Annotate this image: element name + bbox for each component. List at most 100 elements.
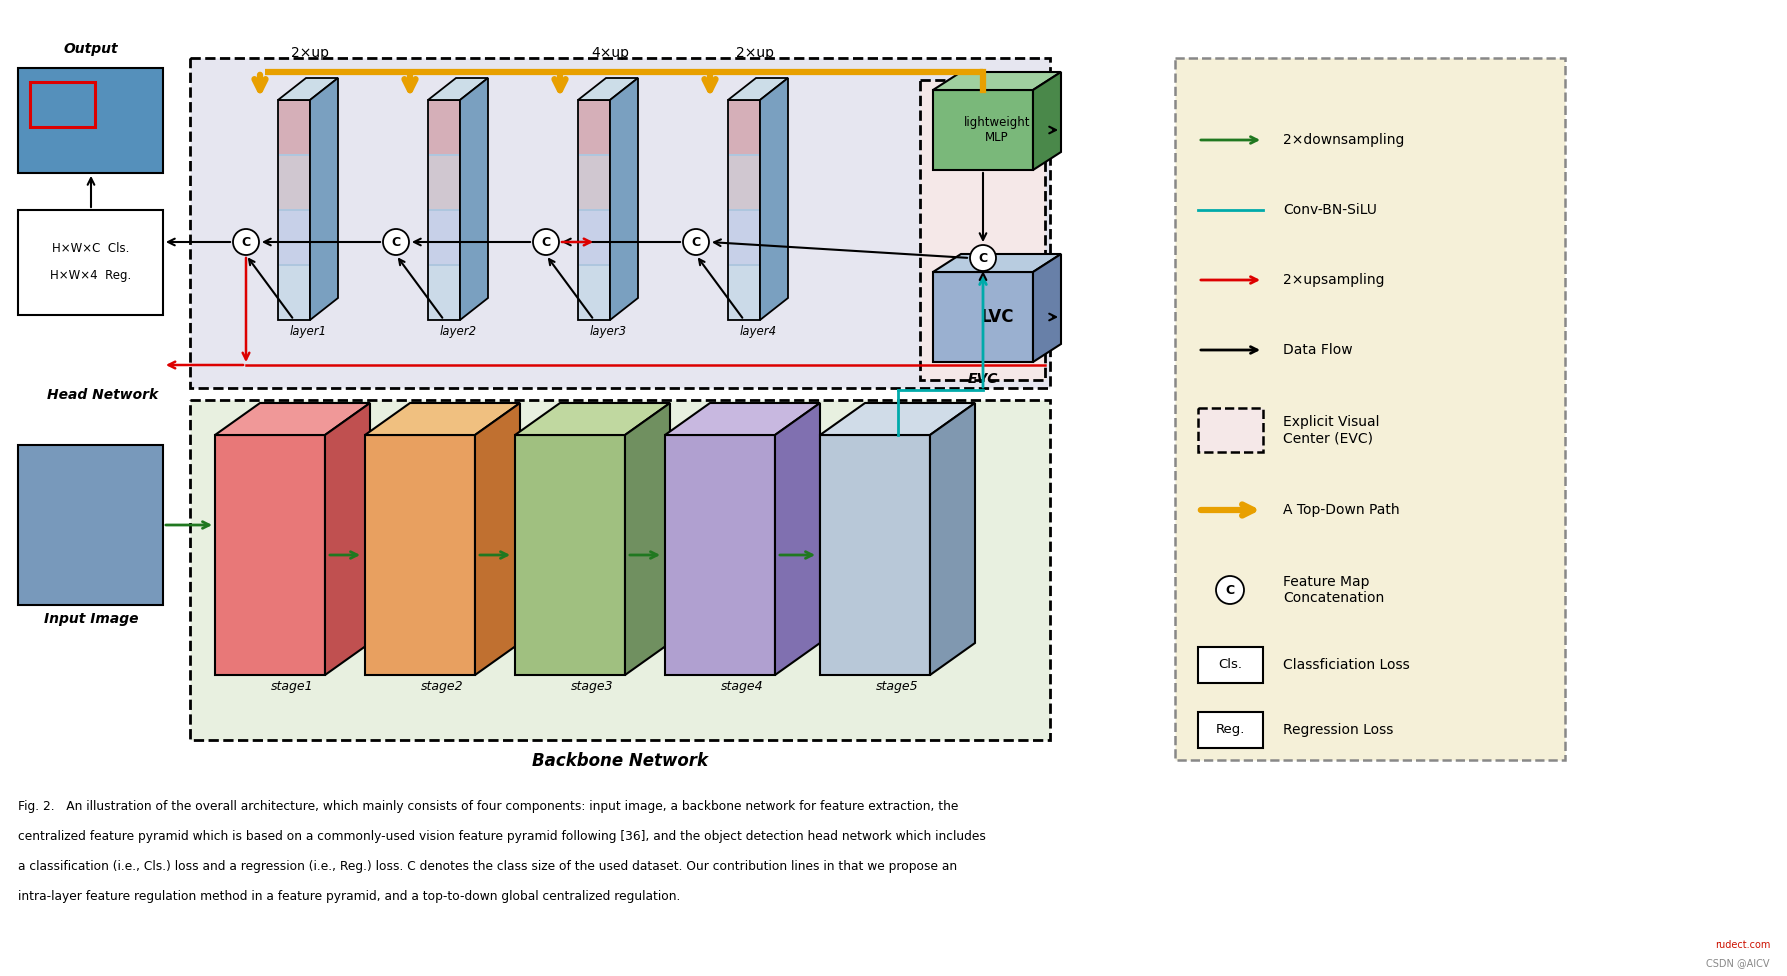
Bar bbox=[579, 101, 609, 154]
Bar bbox=[429, 266, 459, 319]
Polygon shape bbox=[665, 435, 776, 675]
Bar bbox=[429, 156, 459, 209]
FancyBboxPatch shape bbox=[920, 80, 1045, 380]
Bar bbox=[279, 211, 309, 264]
FancyBboxPatch shape bbox=[1176, 58, 1565, 760]
Polygon shape bbox=[475, 403, 520, 675]
Text: centralized feature pyramid which is based on a commonly-used vision feature pyr: centralized feature pyramid which is bas… bbox=[18, 830, 986, 843]
Polygon shape bbox=[776, 403, 820, 675]
Bar bbox=[429, 101, 459, 154]
Polygon shape bbox=[759, 78, 788, 320]
Circle shape bbox=[970, 245, 995, 271]
FancyBboxPatch shape bbox=[1197, 712, 1263, 748]
FancyBboxPatch shape bbox=[18, 68, 163, 173]
FancyBboxPatch shape bbox=[189, 58, 1051, 388]
Text: 2×up: 2×up bbox=[736, 46, 774, 60]
Polygon shape bbox=[459, 78, 488, 320]
Text: Output: Output bbox=[64, 42, 118, 56]
Text: stage4: stage4 bbox=[722, 680, 763, 693]
Text: Data Flow: Data Flow bbox=[1283, 343, 1353, 357]
Polygon shape bbox=[933, 90, 1033, 170]
Polygon shape bbox=[279, 100, 309, 320]
Polygon shape bbox=[214, 435, 325, 675]
Text: intra-layer feature regulation method in a feature pyramid, and a top-to-down gl: intra-layer feature regulation method in… bbox=[18, 890, 681, 903]
FancyBboxPatch shape bbox=[1197, 408, 1263, 452]
FancyBboxPatch shape bbox=[18, 445, 163, 605]
Polygon shape bbox=[279, 78, 338, 100]
Text: Classficiation Loss: Classficiation Loss bbox=[1283, 658, 1410, 672]
Text: 2×downsampling: 2×downsampling bbox=[1283, 133, 1405, 147]
Text: a classification (i.e., Cls.) loss and a regression (i.e., Reg.) loss. C denotes: a classification (i.e., Cls.) loss and a… bbox=[18, 860, 958, 873]
Circle shape bbox=[683, 229, 709, 255]
Text: Reg.: Reg. bbox=[1215, 723, 1246, 737]
Polygon shape bbox=[929, 403, 976, 675]
Text: H×W×4  Reg.: H×W×4 Reg. bbox=[50, 268, 132, 281]
Polygon shape bbox=[609, 78, 638, 320]
Polygon shape bbox=[214, 403, 370, 435]
Polygon shape bbox=[820, 403, 976, 435]
Circle shape bbox=[533, 229, 559, 255]
Text: C: C bbox=[241, 235, 250, 249]
Polygon shape bbox=[665, 403, 820, 435]
Bar bbox=[579, 156, 609, 209]
Text: C: C bbox=[541, 235, 550, 249]
Polygon shape bbox=[820, 435, 929, 675]
Text: Explicit Visual
Center (EVC): Explicit Visual Center (EVC) bbox=[1283, 415, 1380, 445]
Text: lightweight
MLP: lightweight MLP bbox=[963, 116, 1031, 144]
Text: stage5: stage5 bbox=[876, 680, 919, 693]
Polygon shape bbox=[933, 72, 1061, 90]
Text: LVC: LVC bbox=[981, 308, 1013, 326]
Circle shape bbox=[382, 229, 409, 255]
Text: Input Image: Input Image bbox=[43, 612, 138, 626]
Text: Cls.: Cls. bbox=[1219, 659, 1242, 671]
Circle shape bbox=[232, 229, 259, 255]
Text: rudect.com: rudect.com bbox=[1714, 940, 1769, 950]
Bar bbox=[729, 101, 759, 154]
Polygon shape bbox=[515, 403, 670, 435]
Polygon shape bbox=[577, 78, 638, 100]
Polygon shape bbox=[515, 435, 625, 675]
Bar bbox=[729, 156, 759, 209]
FancyBboxPatch shape bbox=[18, 210, 163, 315]
Text: Backbone Network: Backbone Network bbox=[533, 752, 708, 770]
Polygon shape bbox=[365, 435, 475, 675]
Polygon shape bbox=[429, 78, 488, 100]
Text: stage3: stage3 bbox=[572, 680, 613, 693]
Text: C: C bbox=[979, 252, 988, 264]
Text: Conv-BN-SiLU: Conv-BN-SiLU bbox=[1283, 203, 1376, 217]
Text: H×W×C  Cls.: H×W×C Cls. bbox=[52, 241, 130, 255]
Bar bbox=[579, 266, 609, 319]
Text: Fig. 2.   An illustration of the overall architecture, which mainly consists of : Fig. 2. An illustration of the overall a… bbox=[18, 800, 958, 813]
Text: Feature Map
Concatenation: Feature Map Concatenation bbox=[1283, 575, 1385, 605]
Polygon shape bbox=[1033, 254, 1061, 362]
Bar bbox=[429, 211, 459, 264]
Bar bbox=[579, 211, 609, 264]
Text: stage1: stage1 bbox=[272, 680, 315, 693]
Bar bbox=[729, 266, 759, 319]
Text: stage2: stage2 bbox=[422, 680, 465, 693]
Polygon shape bbox=[309, 78, 338, 320]
FancyBboxPatch shape bbox=[189, 400, 1051, 740]
Polygon shape bbox=[933, 254, 1061, 272]
Polygon shape bbox=[727, 100, 759, 320]
Text: C: C bbox=[1226, 584, 1235, 596]
Text: 2×up: 2×up bbox=[291, 46, 329, 60]
Text: EVC: EVC bbox=[969, 372, 999, 386]
Text: layer4: layer4 bbox=[740, 325, 777, 338]
Text: A Top-Down Path: A Top-Down Path bbox=[1283, 503, 1399, 517]
Text: 4×up: 4×up bbox=[591, 46, 629, 60]
Text: Regression Loss: Regression Loss bbox=[1283, 723, 1394, 737]
Bar bbox=[279, 156, 309, 209]
Polygon shape bbox=[365, 403, 520, 435]
Polygon shape bbox=[325, 403, 370, 675]
Text: Head Network: Head Network bbox=[46, 388, 157, 402]
Bar bbox=[279, 101, 309, 154]
Polygon shape bbox=[933, 272, 1033, 362]
Text: layer1: layer1 bbox=[289, 325, 327, 338]
Polygon shape bbox=[625, 403, 670, 675]
Text: layer2: layer2 bbox=[440, 325, 477, 338]
Bar bbox=[279, 266, 309, 319]
FancyBboxPatch shape bbox=[1197, 647, 1263, 683]
Polygon shape bbox=[577, 100, 609, 320]
Polygon shape bbox=[727, 78, 788, 100]
